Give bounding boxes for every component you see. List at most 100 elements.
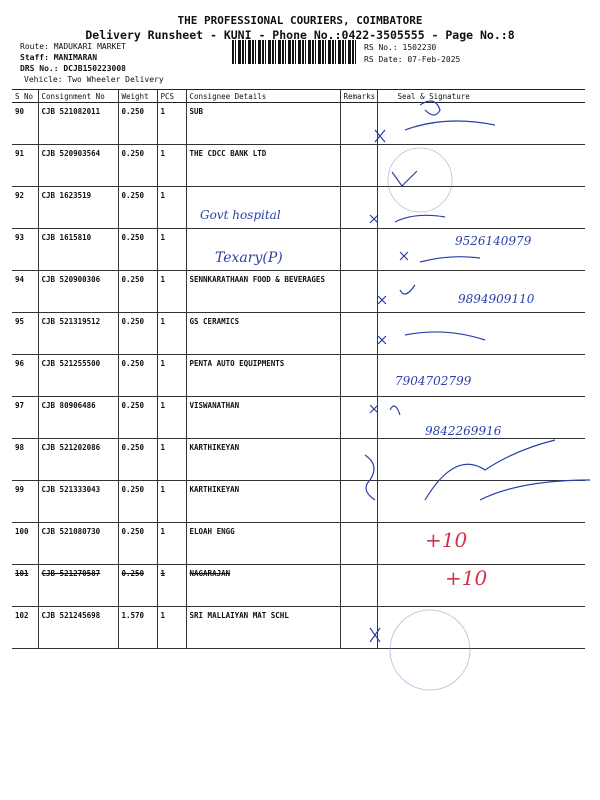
cell-sno: 102 (12, 606, 38, 649)
cell-consignee: ELOAH ENGG (185, 522, 340, 565)
cell-seal-signature (376, 144, 585, 187)
cell-consignee: SRI MALLAIYAN MAT SCHL (185, 606, 340, 649)
column-header: PCS (156, 89, 186, 103)
cell-consignment: CJB 521270587 (37, 564, 118, 607)
drs-no: DRS No.: DCJB150223008 (20, 64, 126, 73)
barcode (232, 40, 356, 64)
column-header: S No (12, 89, 38, 103)
cell-consignment: CJB 520900306 (37, 270, 118, 313)
vehicle: Vehicle: Two Wheeler Delivery (24, 75, 164, 84)
cell-weight: 0.250 (117, 102, 157, 145)
cell-sno: 101 (12, 564, 38, 607)
table-row: 94 CJB 520900306 0.250 1 SENNKARATHAAN FOOD … (12, 270, 585, 313)
cell-seal-signature (376, 396, 585, 439)
cell-weight: 0.250 (117, 564, 157, 607)
cell-consignment: CJB 1623519 (37, 186, 118, 229)
runsheet-table: S No Consignment No Weight PCS Consignee Det… (12, 89, 585, 649)
table-row: 102 CJB 521245698 1.570 1 SRI MALLAIYAN MAT … (12, 606, 585, 649)
cell-sno: 93 (12, 228, 38, 271)
column-header: Weight (117, 89, 157, 103)
cell-sno: 100 (12, 522, 38, 565)
cell-seal-signature (376, 480, 585, 523)
cell-sno: 92 (12, 186, 38, 229)
cell-pcs: 1 (156, 102, 186, 145)
cell-consignee: THE CDCC BANK LTD (185, 144, 340, 187)
route: Route: MADUKARI MARKET (20, 42, 126, 51)
cell-consignee: SENNKARATHAAN FOOD & BEVERAGES (185, 270, 340, 313)
cell-weight: 0.250 (117, 144, 157, 187)
handwritten-phone: 9894909110 (458, 292, 535, 306)
column-header: Seal & Signature (376, 89, 585, 103)
cell-weight: 0.250 (117, 228, 157, 271)
cell-remarks (339, 228, 377, 271)
cell-weight: 0.250 (117, 312, 157, 355)
cell-remarks (339, 564, 377, 607)
cell-consignment: CJB 521333043 (37, 480, 118, 523)
handwritten-phone: 9526140979 (455, 234, 532, 248)
cell-consignee: KARTHIKEYAN (185, 480, 340, 523)
table-row: 98 CJB 521202086 0.250 1 KARTHIKEYAN (12, 438, 585, 481)
cell-seal-signature (376, 228, 585, 271)
cell-pcs: 1 (156, 564, 186, 607)
cell-seal-signature (376, 186, 585, 229)
cell-pcs: 1 (156, 480, 186, 523)
cell-seal-signature (376, 438, 585, 481)
cell-pcs: 1 (156, 144, 186, 187)
table-row: 97 CJB 80906486 0.250 1 VISWANATHAN (12, 396, 585, 439)
table-row: 100 CJB 521080730 0.250 1 ELOAH ENGG (12, 522, 585, 565)
cell-consignment: CJB 521245698 (37, 606, 118, 649)
cell-pcs: 1 (156, 312, 186, 355)
cell-sno: 94 (12, 270, 38, 313)
red-mark: +10 (445, 566, 488, 590)
cell-remarks (339, 396, 377, 439)
handwritten-phone: 7904702799 (395, 374, 472, 388)
table-row: 101 CJB 521270587 0.250 1 NAGARAJAN (12, 564, 585, 607)
cell-sno: 91 (12, 144, 38, 187)
cell-remarks (339, 522, 377, 565)
cell-weight: 0.250 (117, 354, 157, 397)
staff: Staff: MANIMARAN (20, 53, 98, 62)
cell-pcs: 1 (156, 606, 186, 649)
cell-remarks (339, 354, 377, 397)
cell-sno: 96 (12, 354, 38, 397)
cell-pcs: 1 (156, 186, 186, 229)
table-row: 95 CJB 521319512 0.250 1 GS CERAMICS (12, 312, 585, 355)
cell-consignee: SUB (185, 102, 340, 145)
cell-consignment: CJB 521080730 (37, 522, 118, 565)
cell-consignment: CJB 521255500 (37, 354, 118, 397)
cell-pcs: 1 (156, 228, 186, 271)
cell-seal-signature (376, 354, 585, 397)
table-row: 90 CJB 521082011 0.250 1 SUB (12, 102, 585, 145)
cell-pcs: 1 (156, 270, 186, 313)
cell-weight: 0.250 (117, 186, 157, 229)
table-row: 99 CJB 521333043 0.250 1 KARTHIKEYAN (12, 480, 585, 523)
rs-no: RS No.: 1502230 (364, 43, 437, 52)
handwritten-note: Govt hospital (200, 208, 281, 222)
cell-consignee: KARTHIKEYAN (185, 438, 340, 481)
cell-weight: 0.250 (117, 522, 157, 565)
cell-pcs: 1 (156, 522, 186, 565)
cell-seal-signature (376, 522, 585, 565)
cell-consignee: GS CERAMICS (185, 312, 340, 355)
cell-pcs: 1 (156, 354, 186, 397)
cell-consignee (185, 228, 340, 271)
company-title: THE PROFESSIONAL COURIERS, COIMBATORE (177, 14, 423, 27)
cell-seal-signature (376, 102, 585, 145)
runsheet-subtitle: Delivery Runsheet - KUNI - Phone No.:042… (85, 28, 515, 42)
cell-sno: 99 (12, 480, 38, 523)
table-row: 92 CJB 1623519 0.250 1 (12, 186, 585, 229)
cell-consignment: CJB 520903564 (37, 144, 118, 187)
handwritten-note: Texary(P) (215, 250, 283, 266)
cell-consignment: CJB 521319512 (37, 312, 118, 355)
cell-weight: 0.250 (117, 270, 157, 313)
red-mark: +10 (425, 528, 468, 552)
cell-remarks (339, 270, 377, 313)
cell-sno: 95 (12, 312, 38, 355)
cell-pcs: 1 (156, 396, 186, 439)
cell-sno: 90 (12, 102, 38, 145)
cell-sno: 98 (12, 438, 38, 481)
cell-weight: 0.250 (117, 480, 157, 523)
cell-consignment: CJB 521082011 (37, 102, 118, 145)
cell-consignment: CJB 521202086 (37, 438, 118, 481)
